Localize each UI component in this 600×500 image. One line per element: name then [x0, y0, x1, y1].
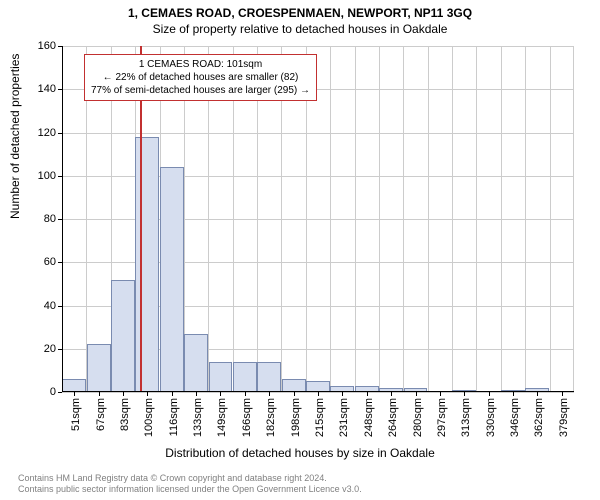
histogram-bar: [184, 334, 208, 392]
annotation-box: 1 CEMAES ROAD: 101sqm← 22% of detached h…: [84, 54, 317, 101]
x-tick-mark: [74, 392, 75, 396]
x-tick-label: 215sqm: [314, 398, 326, 437]
gridline-v: [550, 46, 551, 392]
x-tick-mark: [342, 392, 343, 396]
x-tick-mark: [172, 392, 173, 396]
x-tick-label: 362sqm: [533, 398, 545, 437]
chart-plot-area: 02040608010012014016051sqm67sqm83sqm100s…: [62, 46, 574, 392]
gridline-h: [62, 46, 574, 47]
histogram-bar: [233, 362, 257, 392]
gridline-v: [428, 46, 429, 392]
x-tick-label: 83sqm: [119, 398, 131, 431]
axis-left: [62, 46, 63, 392]
x-tick-mark: [562, 392, 563, 396]
axis-bottom: [62, 391, 574, 392]
x-tick-mark: [269, 392, 270, 396]
x-tick-label: 231sqm: [338, 398, 350, 437]
x-tick-mark: [196, 392, 197, 396]
x-tick-label: 248sqm: [363, 398, 375, 437]
gridline-v: [379, 46, 380, 392]
histogram-bar: [160, 167, 184, 392]
x-tick-mark: [416, 392, 417, 396]
x-tick-label: 133sqm: [192, 398, 204, 437]
gridline-v: [476, 46, 477, 392]
x-tick-mark: [440, 392, 441, 396]
x-tick-label: 313sqm: [460, 398, 472, 437]
x-axis-label: Distribution of detached houses by size …: [0, 446, 600, 460]
footer-line2: Contains public sector information licen…: [18, 484, 362, 496]
x-tick-label: 67sqm: [95, 398, 107, 431]
histogram-bar: [135, 137, 159, 392]
gridline-v: [330, 46, 331, 392]
footer-credits: Contains HM Land Registry data © Crown c…: [18, 473, 362, 496]
x-tick-label: 51sqm: [70, 398, 82, 431]
annotation-line2: ← 22% of detached houses are smaller (82…: [91, 71, 310, 84]
x-tick-mark: [147, 392, 148, 396]
x-tick-mark: [537, 392, 538, 396]
x-tick-mark: [99, 392, 100, 396]
x-tick-mark: [367, 392, 368, 396]
histogram-bar: [87, 344, 111, 392]
x-tick-label: 264sqm: [387, 398, 399, 437]
x-tick-mark: [318, 392, 319, 396]
x-tick-mark: [294, 392, 295, 396]
x-tick-mark: [513, 392, 514, 396]
gridline-v: [355, 46, 356, 392]
x-tick-label: 280sqm: [412, 398, 424, 437]
gridline-v: [403, 46, 404, 392]
histogram-bar: [209, 362, 233, 392]
header-address: 1, CEMAES ROAD, CROESPENMAEN, NEWPORT, N…: [0, 0, 600, 20]
header-subtitle: Size of property relative to detached ho…: [0, 20, 600, 36]
footer-line1: Contains HM Land Registry data © Crown c…: [18, 473, 362, 485]
x-tick-mark: [220, 392, 221, 396]
x-tick-label: 297sqm: [436, 398, 448, 437]
x-tick-mark: [464, 392, 465, 396]
x-tick-label: 100sqm: [143, 398, 155, 437]
x-tick-mark: [391, 392, 392, 396]
x-tick-label: 166sqm: [241, 398, 253, 437]
gridline-v: [501, 46, 502, 392]
x-tick-mark: [245, 392, 246, 396]
histogram-bar: [257, 362, 281, 392]
annotation-line1: 1 CEMAES ROAD: 101sqm: [91, 58, 310, 71]
gridline-v: [452, 46, 453, 392]
x-tick-label: 379sqm: [558, 398, 570, 437]
histogram-bar: [111, 280, 135, 392]
x-tick-label: 330sqm: [485, 398, 497, 437]
x-tick-label: 346sqm: [509, 398, 521, 437]
gridline-v: [573, 46, 574, 392]
x-tick-mark: [123, 392, 124, 396]
x-tick-label: 182sqm: [265, 398, 277, 437]
gridline-v: [525, 46, 526, 392]
x-tick-label: 149sqm: [216, 398, 228, 437]
x-tick-label: 198sqm: [290, 398, 302, 437]
gridline-h: [62, 133, 574, 134]
y-axis-label: Number of detached properties: [8, 54, 22, 219]
annotation-line3: 77% of semi-detached houses are larger (…: [91, 84, 310, 97]
x-tick-mark: [489, 392, 490, 396]
x-tick-label: 116sqm: [168, 398, 180, 436]
y-tick-mark: [58, 392, 62, 393]
